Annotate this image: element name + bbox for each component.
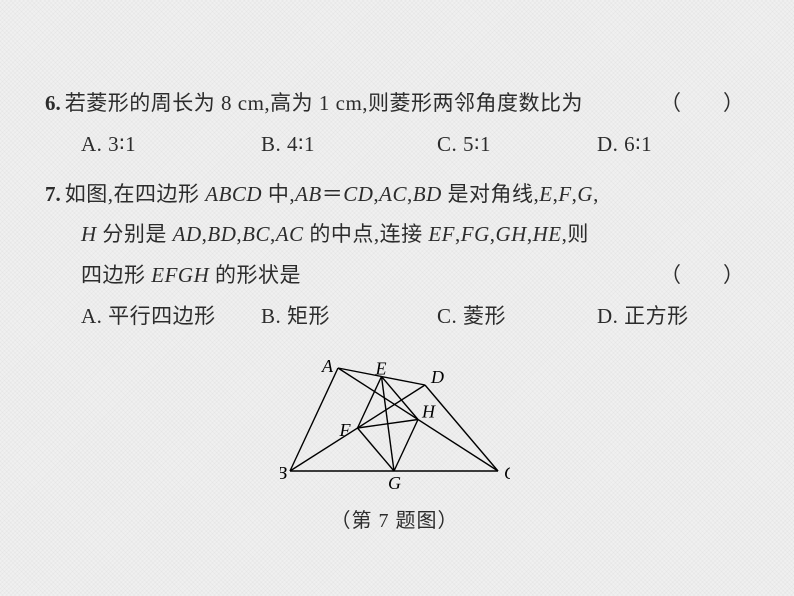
q7-number: 7. (45, 176, 61, 214)
figure-7-diagram: A B C D E F G H (280, 356, 510, 496)
svg-text:G: G (388, 473, 401, 493)
q7-paren: （ ） (660, 257, 744, 295)
q6-text: 若菱形的周长为 8 cm,高为 1 cm,则菱形两邻角度数比为 (65, 85, 660, 123)
q7-line3: 四边形 EFGH 的形状是 （ ） (45, 257, 744, 295)
q6-number: 6. (45, 85, 61, 123)
q7-line2-text: H 分别是 AD,BD,BC,AC 的中点,连接 EF,FG,GH,HE,则 (81, 216, 589, 254)
svg-text:F: F (338, 420, 351, 440)
q7-option-a: A. 平行四边形 (81, 298, 261, 336)
q6-stem-line: 6. 若菱形的周长为 8 cm,高为 1 cm,则菱形两邻角度数比为 （ ） (45, 85, 744, 123)
svg-text:E: E (374, 358, 386, 378)
q7-line1: 7. 如图,在四边形 ABCD 中,AB＝CD,AC,BD 是对角线,E,F,G… (45, 176, 744, 214)
q6-option-b: B. 4∶1 (261, 126, 437, 164)
question-7: 7. 如图,在四边形 ABCD 中,AB＝CD,AC,BD 是对角线,E,F,G… (45, 176, 744, 336)
q6-option-a: A. 3∶1 (81, 126, 261, 164)
q7-line1-text: 如图,在四边形 ABCD 中,AB＝CD,AC,BD 是对角线,E,F,G, (65, 176, 744, 214)
q6-options: A. 3∶1 B. 4∶1 C. 5∶1 D. 6∶1 (45, 126, 744, 164)
q7-option-d: D. 正方形 (597, 298, 689, 336)
svg-text:A: A (321, 356, 334, 376)
question-6: 6. 若菱形的周长为 8 cm,高为 1 cm,则菱形两邻角度数比为 （ ） A… (45, 85, 744, 164)
q7-options: A. 平行四边形 B. 矩形 C. 菱形 D. 正方形 (45, 298, 744, 336)
q7-option-b: B. 矩形 (261, 298, 437, 336)
q6-option-d: D. 6∶1 (597, 126, 652, 164)
q6-stem: 若菱形的周长为 8 cm,高为 1 cm,则菱形两邻角度数比为 (65, 91, 583, 115)
q6-paren: （ ） (660, 85, 744, 123)
svg-text:D: D (430, 367, 444, 387)
q6-option-c: C. 5∶1 (437, 126, 597, 164)
svg-text:C: C (504, 463, 510, 483)
q7-line2: H 分别是 AD,BD,BC,AC 的中点,连接 EF,FG,GH,HE,则 (45, 216, 744, 254)
figure-7-container: A B C D E F G H （第 7 题图） (45, 356, 744, 533)
svg-text:B: B (280, 463, 287, 483)
q7-option-c: C. 菱形 (437, 298, 597, 336)
svg-text:H: H (421, 401, 436, 421)
q7-line3-text: 四边形 EFGH 的形状是 (81, 257, 301, 295)
figure-7-caption: （第 7 题图） (45, 504, 744, 533)
spacer (301, 257, 660, 295)
